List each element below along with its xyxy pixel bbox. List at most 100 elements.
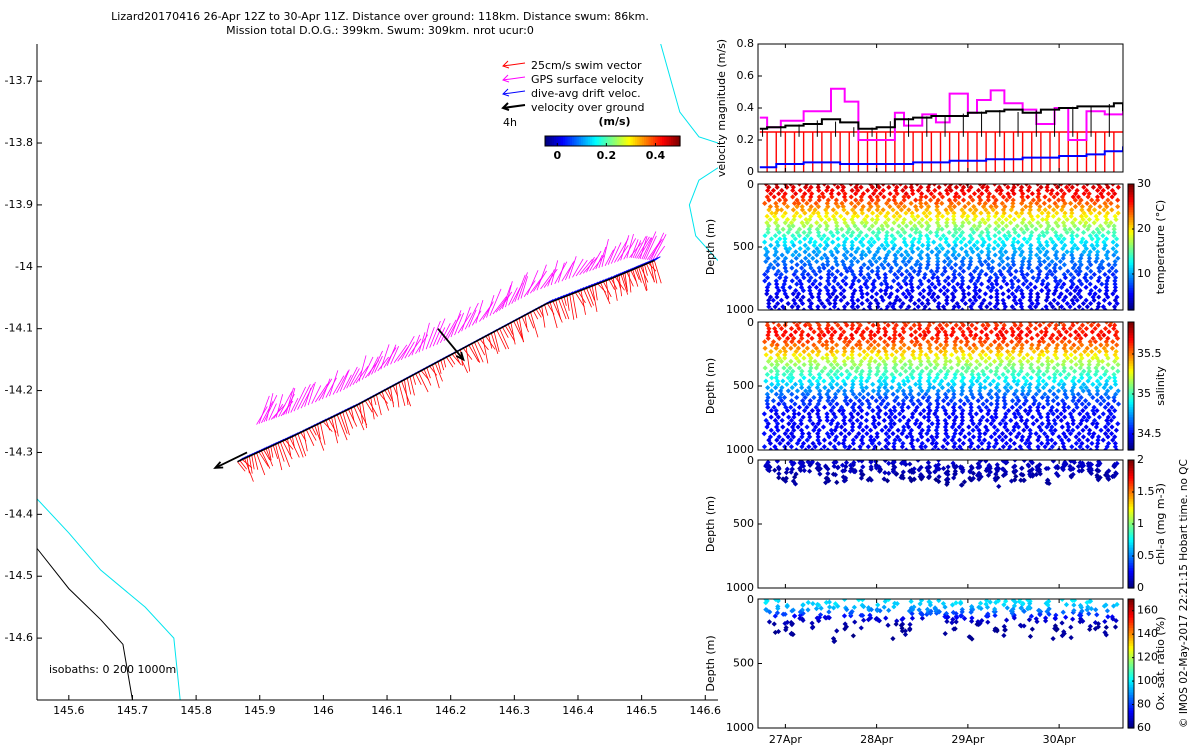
temperature-data-point bbox=[866, 239, 872, 245]
colorbar-swatch bbox=[655, 136, 659, 146]
temperature-data-point bbox=[930, 275, 936, 281]
temperature-data-point bbox=[794, 275, 800, 281]
temperature-data-point bbox=[797, 187, 803, 194]
salinity-data-point bbox=[1103, 352, 1109, 358]
salinity-data-point bbox=[921, 408, 927, 414]
temperature-data-point bbox=[861, 275, 867, 281]
salinity-data-point bbox=[981, 371, 987, 378]
salinity-data-point bbox=[770, 398, 777, 404]
temperature-data-point bbox=[1078, 239, 1084, 245]
temperature-data-point bbox=[914, 258, 921, 265]
salinity-data-point bbox=[773, 385, 779, 391]
temperature-data-point bbox=[1013, 268, 1019, 274]
temperature-data-point bbox=[1028, 288, 1034, 294]
chla-data-point bbox=[1012, 477, 1018, 483]
gps-vector bbox=[325, 377, 337, 398]
temperature-data-point bbox=[1115, 204, 1121, 210]
temperature-data-point bbox=[794, 281, 800, 287]
oxygen-data-point bbox=[987, 599, 993, 605]
salinity-data-point bbox=[982, 430, 988, 437]
temperature-data-point bbox=[883, 236, 889, 242]
temperature-data-point bbox=[1024, 271, 1030, 278]
temperature-data-point bbox=[763, 246, 769, 252]
salinity-data-point bbox=[875, 391, 881, 397]
chla-data-point bbox=[1113, 470, 1119, 476]
oxygen-data-point bbox=[1061, 629, 1067, 635]
temperature-data-point bbox=[1112, 262, 1118, 268]
salinity-data-point bbox=[1090, 394, 1096, 401]
map-y-tick-label: -14.3 bbox=[5, 445, 33, 458]
swim-vector bbox=[580, 290, 586, 315]
salinity-data-point bbox=[886, 414, 892, 420]
swim-vector bbox=[518, 318, 524, 343]
temperature-data-point bbox=[931, 271, 937, 278]
salinity-data-point bbox=[977, 339, 983, 345]
temperature-data-point bbox=[841, 294, 847, 300]
temperature-data-point bbox=[813, 200, 819, 206]
temperature-data-point bbox=[1043, 265, 1050, 271]
salinity-data-point bbox=[874, 430, 880, 437]
temperature-data-point bbox=[1007, 194, 1013, 200]
gps-vector bbox=[486, 295, 495, 318]
salinity-data-point bbox=[1019, 391, 1025, 397]
salinity-data-point bbox=[992, 322, 998, 325]
temperature-data-point bbox=[1044, 275, 1050, 281]
swim-vector bbox=[465, 346, 471, 372]
oxygen-data-point bbox=[909, 615, 916, 621]
colorbar-swatch bbox=[1128, 503, 1134, 507]
gps-vector bbox=[492, 296, 507, 315]
gps-vector bbox=[336, 370, 349, 394]
salinity-data-point bbox=[804, 437, 810, 443]
salinity-data-point bbox=[950, 325, 956, 332]
chla-data-point bbox=[957, 464, 964, 470]
chla-data-point bbox=[826, 478, 832, 484]
temperature-data-point bbox=[802, 242, 808, 248]
salinity-data-point bbox=[766, 329, 772, 335]
temperature-data-point bbox=[1099, 281, 1105, 287]
temperature-data-point bbox=[913, 204, 919, 210]
salinity-data-point bbox=[1105, 421, 1111, 427]
oxygen-data-point bbox=[1093, 607, 1099, 613]
salinity-data-point bbox=[926, 414, 932, 420]
chla-data-point bbox=[1114, 460, 1120, 467]
salinity-data-point bbox=[917, 332, 923, 338]
salinity-data-point bbox=[807, 358, 813, 364]
temperature-data-point bbox=[968, 271, 974, 278]
temperature-data-point bbox=[891, 236, 898, 242]
colorbar-swatch bbox=[1128, 236, 1134, 241]
temperature-data-point bbox=[976, 200, 982, 206]
temperature-data-point bbox=[908, 220, 914, 226]
temperature-data-point bbox=[1003, 223, 1010, 229]
salinity-data-point bbox=[800, 414, 806, 420]
salinity-data-point bbox=[1004, 355, 1010, 361]
temperature-data-point bbox=[821, 304, 827, 310]
colorbar-swatch bbox=[1128, 485, 1134, 489]
oxygen-data-point bbox=[771, 621, 777, 627]
salinity-data-point bbox=[820, 424, 827, 430]
salinity-data-point bbox=[857, 352, 863, 358]
temperature-data-point bbox=[1024, 239, 1030, 245]
colorbar-swatch bbox=[648, 136, 652, 146]
salinity-data-point bbox=[1112, 352, 1118, 358]
salinity-data-point bbox=[1016, 352, 1023, 358]
salinity-data-point bbox=[1067, 325, 1073, 332]
swim-vector bbox=[409, 376, 415, 396]
temperature-data-point bbox=[999, 252, 1006, 258]
oxygen-data-point bbox=[1085, 604, 1091, 610]
salinity-data-point bbox=[1108, 417, 1114, 424]
colorbar-swatch bbox=[1128, 380, 1134, 385]
salinity-data-point bbox=[1072, 348, 1078, 355]
colorbar-swatch bbox=[666, 136, 670, 146]
temperature-data-point bbox=[973, 291, 980, 297]
chla-data-point bbox=[1043, 465, 1049, 472]
chla-data-point bbox=[999, 466, 1006, 472]
salinity-data-point bbox=[856, 398, 863, 404]
chla-data-point bbox=[1104, 469, 1110, 476]
salinity-data-point bbox=[1060, 398, 1066, 404]
temperature-data-point bbox=[1019, 307, 1025, 310]
temperature-data-point bbox=[1103, 236, 1110, 242]
gps-vector bbox=[422, 322, 430, 351]
temperature-data-point bbox=[971, 268, 978, 274]
salinity-data-point bbox=[951, 417, 958, 424]
